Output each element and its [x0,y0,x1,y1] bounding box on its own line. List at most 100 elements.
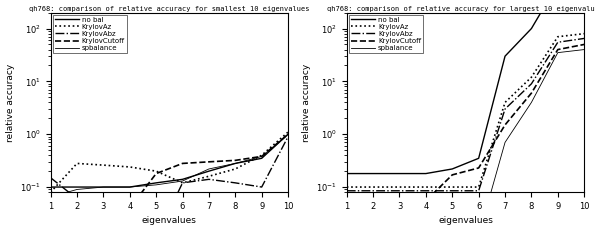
Line: KrylovAz: KrylovAz [347,34,584,187]
KrylovAbz [528,82,535,85]
no bal [422,172,430,175]
KrylovCutoff [528,92,535,94]
Legend: no bal, KrylovAz, KrylovAbz, KrylovCutoff, spbalance: no bal, KrylovAz, KrylovAbz, KrylovCutof… [349,15,423,53]
KrylovCutoff [449,173,456,176]
KrylovAbz [343,189,350,192]
KrylovAz [126,166,133,168]
KrylovCutoff [205,161,212,163]
no bal [258,157,265,160]
KrylovCutoff [581,43,588,46]
Line: KrylovCutoff: KrylovCutoff [51,134,288,211]
KrylovAbz [231,182,239,184]
KrylovAz [554,35,561,38]
no bal [231,162,239,165]
KrylovAbz [581,37,588,40]
no bal [284,133,292,136]
Y-axis label: relative accuracy: relative accuracy [5,63,14,142]
KrylovCutoff [369,199,377,202]
KrylovCutoff [343,199,350,202]
no bal [343,172,350,175]
no bal [100,186,107,188]
KrylovAz [369,186,377,188]
no bal [152,182,159,184]
KrylovAz [231,167,239,170]
KrylovCutoff [554,48,561,51]
spbalance [343,229,350,231]
KrylovCutoff [231,159,239,162]
spbalance [528,101,535,104]
no bal [205,170,212,173]
Line: KrylovAbz: KrylovAbz [347,38,584,191]
KrylovAz [179,182,186,184]
KrylovAbz [205,178,212,181]
KrylovCutoff [284,133,292,136]
KrylovCutoff [396,199,403,202]
KrylovAbz [369,189,377,192]
KrylovAbz [554,41,561,44]
spbalance [100,186,107,188]
KrylovAbz [258,186,265,188]
KrylovAz [73,162,80,165]
KrylovAbz [179,182,186,184]
spbalance [396,229,403,231]
KrylovAz [205,175,212,178]
KrylovAz [258,154,265,157]
spbalance [258,155,265,158]
Y-axis label: relative accuracy: relative accuracy [302,63,311,142]
KrylovCutoff [73,210,80,213]
KrylovAz [343,186,350,188]
spbalance [73,188,80,191]
no bal [528,27,535,30]
KrylovAz [284,131,292,134]
Title: qh768: comparison of relative accuracy for largest 10 eigenvalues: qh768: comparison of relative accuracy f… [327,6,595,12]
KrylovAbz [449,189,456,192]
no bal [179,178,186,181]
Line: KrylovAbz: KrylovAbz [51,137,288,231]
KrylovAz [581,32,588,35]
spbalance [284,133,292,136]
spbalance [179,180,186,182]
spbalance [369,229,377,231]
KrylovCutoff [179,162,186,165]
KrylovCutoff [258,155,265,158]
KrylovCutoff [47,210,54,213]
spbalance [502,141,509,144]
KrylovAz [449,186,456,188]
no bal [126,186,133,188]
KrylovAz [502,101,509,104]
KrylovAbz [422,189,430,192]
KrylovAbz [73,197,80,200]
KrylovCutoff [475,167,482,169]
KrylovAz [100,164,107,167]
Line: KrylovCutoff: KrylovCutoff [347,44,584,201]
KrylovCutoff [422,199,430,202]
Title: qh768: comparison of relative accuracy for smallest 10 eigenvalues: qh768: comparison of relative accuracy f… [29,6,309,12]
Legend: no bal, KrylovAz, KrylovAbz, KrylovCutoff, spbalance: no bal, KrylovAz, KrylovAbz, KrylovCutof… [53,15,127,53]
X-axis label: eigenvalues: eigenvalues [142,216,197,225]
KrylovAbz [47,176,54,179]
spbalance [126,186,133,188]
KrylovAbz [284,135,292,138]
no bal [47,186,54,188]
no bal [396,172,403,175]
KrylovCutoff [100,210,107,213]
Line: spbalance: spbalance [347,50,584,231]
no bal [73,186,80,188]
KrylovAz [475,186,482,188]
spbalance [554,51,561,54]
Line: no bal: no bal [347,0,584,173]
Line: spbalance: spbalance [51,134,288,197]
KrylovCutoff [502,124,509,126]
spbalance [205,167,212,170]
spbalance [152,183,159,186]
no bal [475,157,482,160]
KrylovAz [422,186,430,188]
KrylovAz [396,186,403,188]
spbalance [581,48,588,51]
KrylovAz [47,191,54,194]
X-axis label: eigenvalues: eigenvalues [438,216,493,225]
Line: no bal: no bal [51,134,288,187]
KrylovAbz [475,189,482,192]
KrylovCutoff [126,207,133,210]
KrylovAbz [396,189,403,192]
